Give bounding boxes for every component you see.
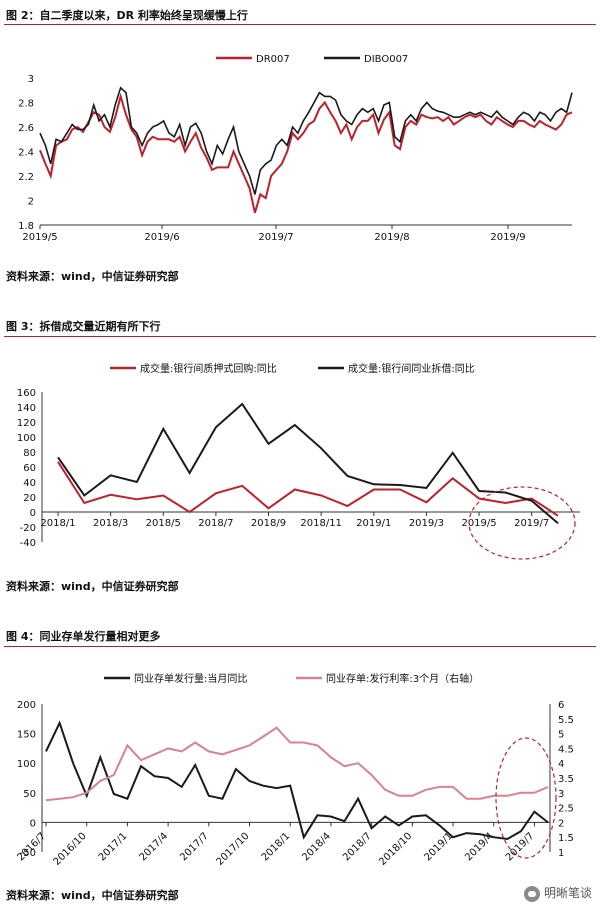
y-tick-label: -20 (20, 523, 36, 534)
y-tick-label: 0 (30, 508, 36, 519)
figure-3-source: 资料来源：wind，中信证券研究部 (6, 580, 179, 593)
series-line-0 (57, 461, 559, 517)
x-tick-label: 2017/4 (138, 831, 171, 864)
x-tick-label: 2018/7 (198, 518, 233, 529)
x-tick-label: 2018/3 (93, 518, 128, 529)
y-tick-label: 150 (17, 730, 36, 741)
chart-figure-4: 同业存单发行量:当月同比 同业存单:发行利率:3个月（右轴）-5005010015… (15, 672, 574, 868)
legend-label-1: DIBO007 (364, 54, 408, 65)
highlight-ellipse (468, 486, 576, 560)
y-tick-label: 2.2 (18, 172, 34, 183)
x-tick-label: 2018/7 (341, 831, 374, 864)
y-tick-label: -50 (20, 848, 36, 859)
y2-tick-label: 5 (558, 730, 564, 741)
y2-tick-label: 1 (558, 848, 564, 859)
y-tick-label: 200 (17, 700, 36, 711)
y-tick-label: 80 (23, 448, 36, 459)
y2-tick-label: 5.5 (558, 715, 574, 726)
highlight-ellipse (495, 737, 557, 859)
y2-tick-label: 3 (558, 789, 564, 800)
x-tick-label: 2019/5 (22, 232, 57, 243)
y-tick-label: 100 (17, 759, 36, 770)
figure-3-top-rule (4, 336, 596, 337)
y-tick-label: 0 (30, 818, 36, 829)
y-tick-label: 2.6 (18, 123, 34, 134)
x-tick-label: 2019/6 (144, 232, 179, 243)
y2-tick-label: 1.5 (558, 833, 574, 844)
y-tick-label: 120 (17, 418, 36, 429)
y2-tick-label: 4 (558, 759, 564, 770)
y-tick-label: 3 (28, 74, 34, 85)
y2-tick-label: 2.5 (558, 804, 574, 815)
x-tick-label: 2017/10 (214, 831, 251, 868)
legend-label-0: 同业存单发行量:当月同比 (134, 672, 247, 685)
chart-figure-2: DR007 DIBO007 1.8 2 2.2 2.4 2.6 2.8 3 2019/5 2019/… (18, 54, 573, 243)
y-tick-label: 20 (23, 493, 36, 504)
x-tick-label: 2018/9 (251, 518, 286, 529)
chart-figure-3: 成交量:银行间质押式回购:同比 成交量:银行间同业拆借:同比 -40 -20 0 20 40… (17, 362, 580, 560)
y2-tick-label: 3.5 (558, 774, 574, 785)
x-tick-label: 2018/1 (260, 831, 293, 864)
watermark-text: 明晰笔谈 (543, 886, 592, 900)
y2-tick-label: 6 (558, 700, 564, 711)
watermark: 明晰笔谈 (523, 884, 592, 902)
y-tick-label: -40 (20, 538, 36, 549)
y-tick-label: 140 (17, 403, 36, 414)
y-tick-label: 160 (17, 388, 36, 399)
y2-tick-label: 4.5 (558, 744, 574, 755)
y2-tick-label: 2 (558, 818, 564, 829)
series-line-0 (45, 720, 549, 841)
y-tick-label: 2.4 (18, 148, 34, 159)
series-line-dibo007 (39, 86, 573, 195)
legend-label-1: 成交量:银行间同业拆借:同比 (348, 362, 475, 375)
x-tick-label: 2019/3 (409, 518, 444, 529)
y-tick-label: 40 (23, 478, 36, 489)
y-tick-label: 50 (23, 789, 36, 800)
legend-label-0: DR007 (256, 54, 290, 65)
x-tick-label: 2018/11 (300, 518, 342, 529)
legend-label-1: 同业存单:发行利率:3个月（右轴） (326, 672, 479, 685)
figure-4-source: 资料来源：wind，中信证券研究部 (6, 889, 179, 902)
figure-2-title: 图 2：自二季度以来，DR 利率始终呈现缓慢上行 (6, 9, 248, 22)
x-tick-label: 2018/10 (377, 831, 414, 868)
series-line-dr007 (39, 92, 573, 214)
figure-4-top-rule (4, 646, 596, 647)
y-tick-label: 60 (23, 463, 36, 474)
x-tick-label: 2017/7 (178, 831, 211, 864)
x-tick-label: 2018/1 (40, 518, 75, 529)
y-tick-label: 1.8 (18, 221, 34, 232)
x-tick-label: 2019/8 (374, 232, 409, 243)
y-tick-label: 100 (17, 433, 36, 444)
y-tick-label: 2.8 (18, 99, 34, 110)
x-tick-label: 2019/1 (356, 518, 391, 529)
wechat-icon (523, 885, 540, 902)
series-line-1 (57, 402, 559, 525)
y-tick-label: 2 (28, 197, 34, 208)
series-line-1 (45, 726, 549, 802)
x-tick-label: 2019/9 (490, 232, 525, 243)
x-tick-label: 2017/1 (97, 831, 130, 864)
legend-label-0: 成交量:银行间质押式回购:同比 (140, 362, 277, 375)
figure-3-title: 图 3：拆借成交量近期有所下行 (6, 320, 161, 333)
x-tick-label: 2018/5 (146, 518, 181, 529)
x-tick-label: 2019/5 (461, 518, 496, 529)
x-tick-label: 2019/7 (514, 518, 549, 529)
figure-4-title: 图 4：同业存单发行量相对更多 (6, 630, 161, 643)
figure-2-top-rule (4, 24, 596, 25)
x-tick-label: 2019/7 (258, 232, 293, 243)
figure-2-source: 资料来源：wind，中信证券研究部 (6, 270, 179, 283)
x-tick-label: 2016/10 (52, 831, 89, 868)
